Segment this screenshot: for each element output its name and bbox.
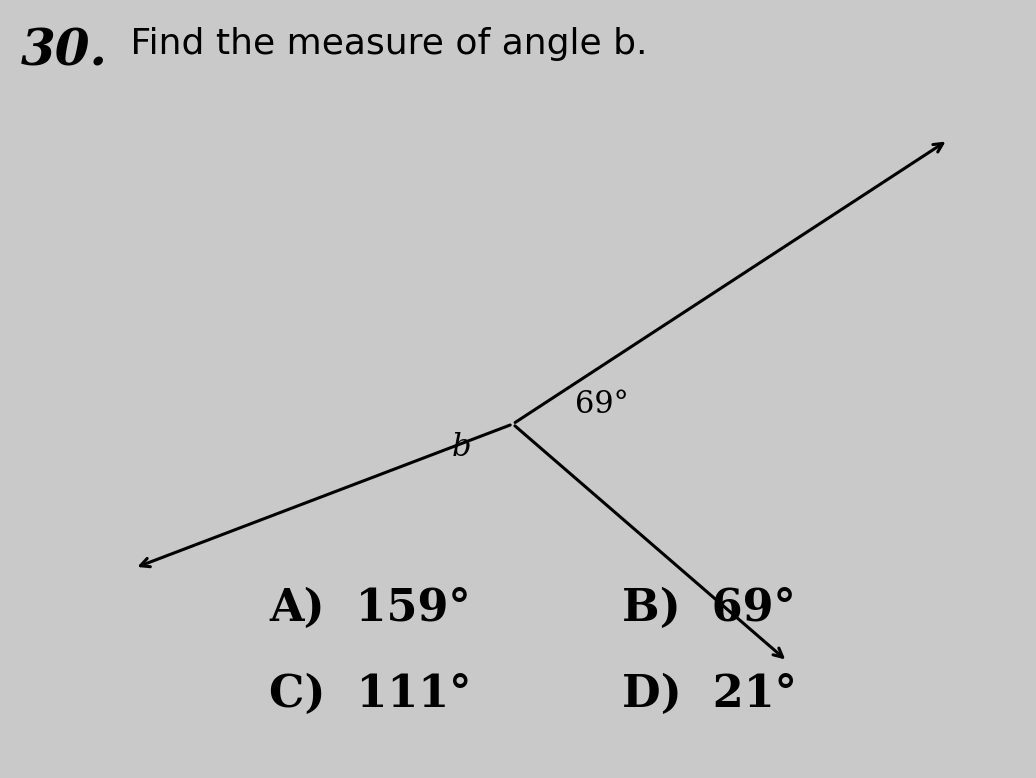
Text: b: b xyxy=(452,432,471,463)
Text: 30.: 30. xyxy=(21,27,108,76)
Text: Find the measure of angle b.: Find the measure of angle b. xyxy=(119,27,648,61)
Text: D)  21°: D) 21° xyxy=(622,673,797,716)
Text: A)  159°: A) 159° xyxy=(269,587,471,630)
Text: 69°: 69° xyxy=(575,389,629,420)
Text: C)  111°: C) 111° xyxy=(269,673,471,716)
Text: B)  69°: B) 69° xyxy=(622,587,796,630)
